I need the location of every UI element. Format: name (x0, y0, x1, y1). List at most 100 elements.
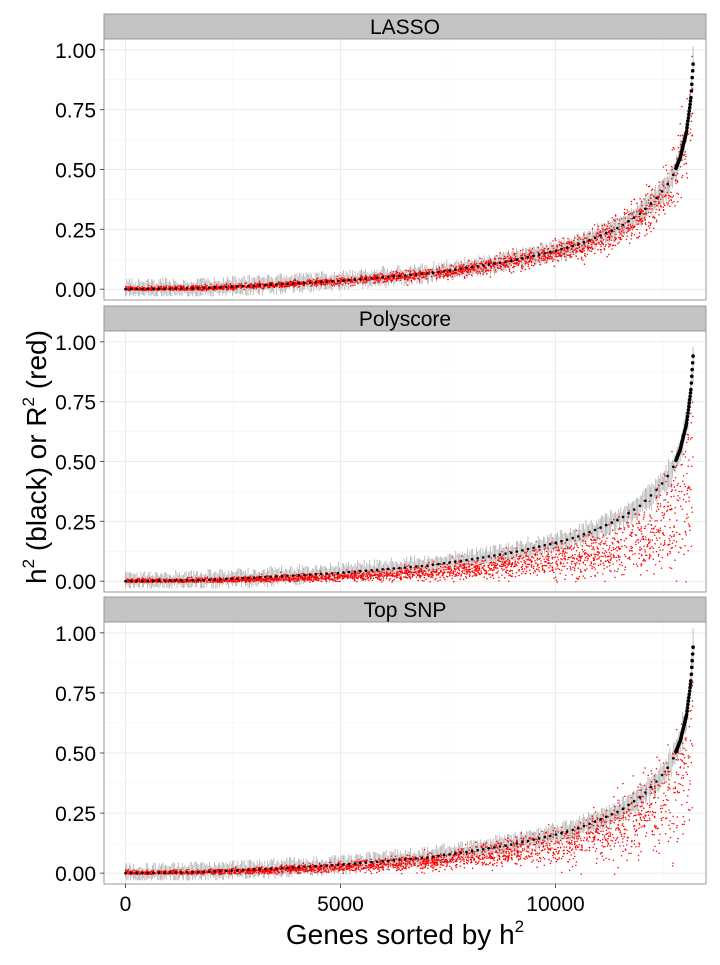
r2-point (521, 255, 523, 256)
r2-point (669, 552, 671, 554)
r2-point (679, 546, 681, 548)
h2-point (264, 284, 267, 287)
r2-point (608, 231, 610, 233)
r2-point (609, 245, 611, 247)
r2-point (500, 258, 502, 260)
r2-point (357, 283, 359, 285)
r2-point (644, 219, 646, 221)
r2-point (557, 568, 559, 570)
r2-point (469, 273, 471, 275)
r2-point (306, 284, 308, 286)
y-tick-label: 0.25 (55, 219, 96, 242)
h2-point (577, 243, 580, 246)
r2-point (480, 261, 482, 263)
r2-point (496, 255, 498, 256)
r2-point (336, 276, 338, 278)
r2-point (655, 201, 657, 203)
r2-point (577, 555, 579, 557)
r2-point (612, 537, 614, 539)
r2-point (664, 213, 666, 215)
r2-point (166, 287, 168, 289)
r2-point (521, 265, 523, 267)
r2-point (547, 547, 549, 549)
r2-point (644, 511, 646, 513)
r2-point (447, 276, 449, 278)
r2-point (614, 220, 616, 222)
r2-point (307, 279, 309, 281)
r2-point (246, 287, 248, 289)
h2-point (197, 287, 200, 290)
r2-point (211, 286, 213, 288)
r2-point (621, 574, 623, 576)
r2-point (586, 556, 588, 558)
r2-point (232, 289, 234, 291)
r2-point (526, 567, 528, 569)
h2-point (627, 220, 630, 223)
r2-point (140, 289, 142, 291)
r2-point (473, 564, 475, 566)
r2-point (609, 552, 611, 554)
r2-point (515, 561, 517, 563)
r2-point (408, 270, 410, 272)
r2-point (609, 237, 611, 239)
r2-point (561, 246, 563, 248)
r2-point (460, 564, 462, 566)
r2-point (641, 531, 643, 533)
r2-point (294, 279, 296, 281)
r2-point (664, 544, 666, 546)
r2-point (602, 548, 604, 550)
r2-point (642, 560, 644, 562)
r2-point (690, 413, 692, 415)
r2-point (686, 493, 688, 495)
r2-point (691, 507, 693, 509)
r2-point (663, 203, 665, 205)
r2-point (689, 132, 691, 134)
y-tick-label: 0.00 (55, 279, 96, 302)
h2-point (376, 277, 379, 280)
r2-point (486, 263, 488, 265)
r2-point (245, 286, 247, 288)
r2-point (372, 575, 374, 577)
r2-point (644, 217, 646, 219)
r2-point (391, 273, 393, 275)
r2-point (615, 214, 617, 216)
r2-point (691, 120, 693, 122)
r2-point (558, 554, 560, 556)
r2-point (636, 540, 638, 542)
r2-point (515, 256, 517, 258)
r2-point (462, 272, 464, 274)
r2-point (625, 213, 627, 215)
r2-point (226, 283, 228, 285)
r2-point (608, 223, 610, 225)
r2-point (582, 259, 584, 261)
r2-point (423, 580, 425, 582)
r2-point (370, 275, 372, 277)
r2-point (474, 262, 476, 264)
r2-point (501, 568, 503, 570)
r2-point (251, 579, 253, 581)
r2-point (661, 195, 663, 197)
r2-point (466, 572, 468, 574)
r2-point (655, 212, 657, 214)
r2-point (555, 562, 557, 564)
r2-point (452, 276, 454, 278)
r2-point (567, 559, 569, 561)
r2-point (570, 257, 572, 259)
r2-point (691, 116, 693, 118)
r2-point (296, 281, 298, 283)
r2-point (626, 232, 628, 234)
r2-point (151, 285, 153, 287)
r2-point (572, 249, 574, 251)
r2-point (564, 542, 566, 544)
r2-point (569, 243, 571, 245)
r2-point (670, 485, 672, 487)
r2-point (592, 239, 594, 241)
r2-point (490, 268, 492, 270)
r2-point (311, 280, 313, 282)
r2-point (497, 265, 499, 267)
r2-point (419, 567, 421, 569)
r2-point (598, 242, 600, 244)
r2-point (555, 546, 557, 548)
r2-point (596, 236, 598, 238)
